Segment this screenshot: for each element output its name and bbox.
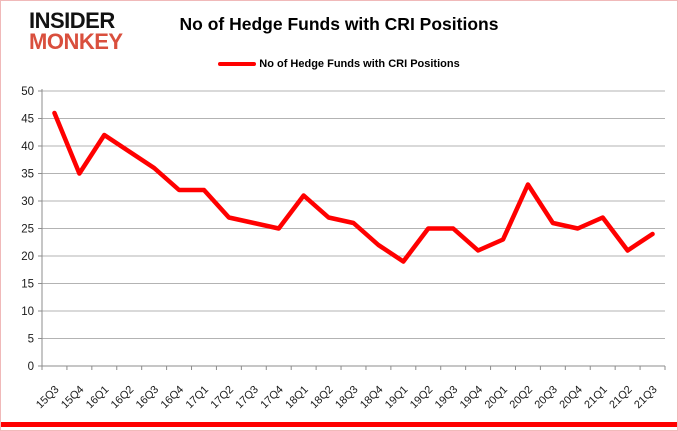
bottom-red-bar [1,422,677,427]
y-tick-label: 15 [21,279,34,291]
legend: No of Hedge Funds with CRI Positions [1,58,677,70]
x-tick-label: 16Q3 [134,384,162,412]
x-tick-label: 17Q1 [184,384,212,412]
legend-line-swatch [218,62,257,66]
x-tick-label: 19Q4 [458,384,486,412]
x-tick-label: 16Q1 [84,384,112,412]
legend-label: No of Hedge Funds with CRI Positions [259,58,460,70]
x-tick-label: 18Q4 [358,384,386,412]
x-tick-label: 20Q1 [483,384,511,412]
y-tick-label: 45 [21,114,34,126]
y-tick-label: 35 [21,169,34,181]
y-tick-label: 25 [21,224,34,236]
y-tick-label: 40 [21,141,34,153]
data-line-hedge-funds [52,110,655,264]
y-tick-label: 10 [21,306,34,318]
x-tick-label: 15Q4 [59,384,87,412]
x-tick-label: 20Q4 [557,384,585,412]
logo-line-monkey: MONKEY [29,29,123,54]
x-tick-label: 19Q1 [383,384,411,412]
x-tick-label: 20Q2 [508,384,536,412]
x-tick-label: 21Q1 [582,384,610,412]
x-tick-label: 17Q3 [233,384,261,412]
insider-monkey-logo: INSIDER MONKEY [29,8,123,54]
x-tick-label: 21Q3 [632,384,660,412]
y-tick-label: 0 [28,361,34,373]
x-tick-label: 18Q2 [308,384,336,412]
x-tick-label: 19Q3 [433,384,461,412]
logo-line-insider: INSIDER [29,8,115,33]
x-tick-label: 20Q3 [532,384,560,412]
y-tick-label: 5 [28,334,34,346]
x-tick-label: 18Q3 [333,384,361,412]
chart-title: No of Hedge Funds with CRI Positions [179,14,499,34]
x-tick-label: 21Q2 [607,384,635,412]
x-tick-label: 17Q4 [258,384,286,412]
hedge-funds-line-chart: 0 5 10 15 20 25 30 35 40 45 50 15Q315Q416Q116Q216Q3… [21,86,666,412]
y-tick-label: 50 [21,86,34,98]
x-tick-label: 16Q4 [159,384,187,412]
y-tick-label: 20 [21,251,34,263]
x-tick-label: 17Q2 [208,384,236,412]
x-tick-label: 19Q2 [408,384,436,412]
x-tick-label: 16Q2 [109,384,137,412]
y-tick-label: 30 [21,196,34,208]
x-tick-label: 15Q3 [34,384,62,412]
x-tick-label: 18Q1 [283,384,311,412]
